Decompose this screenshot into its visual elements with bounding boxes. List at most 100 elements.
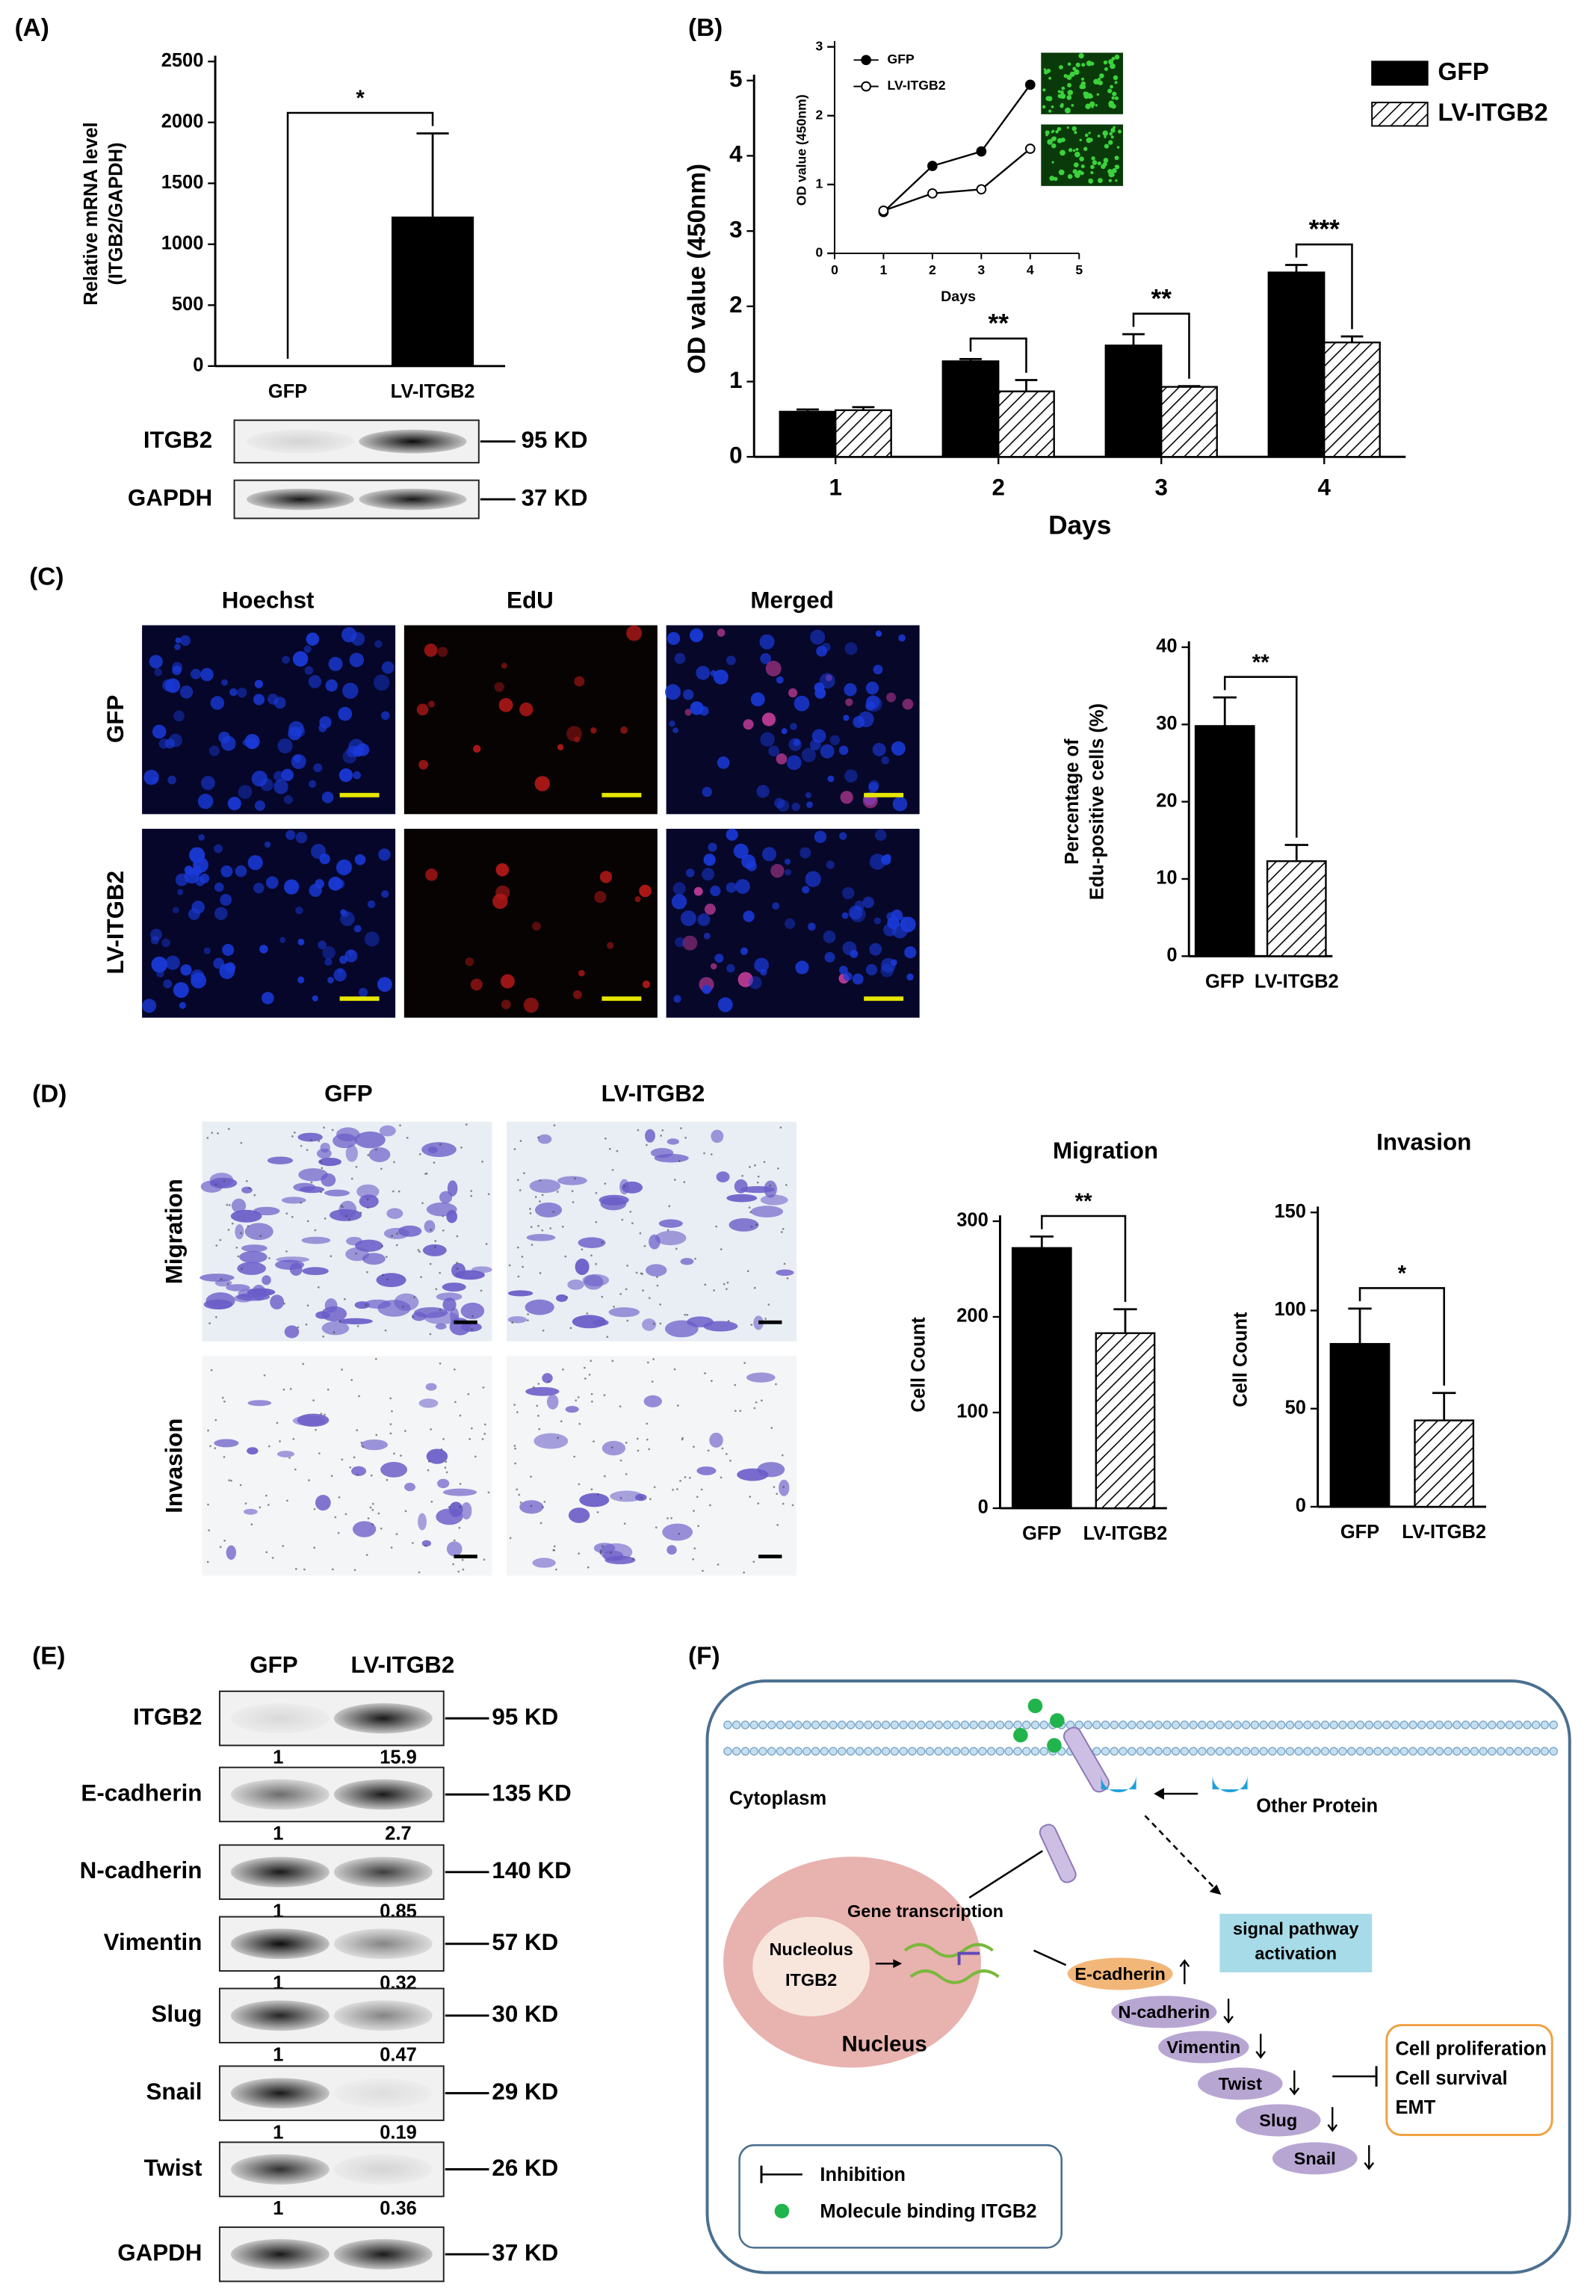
pore-dot — [439, 1143, 442, 1146]
cell-dot — [1090, 164, 1095, 170]
cell-dot — [1077, 170, 1083, 175]
blot-size: 140 KD — [492, 1857, 571, 1883]
pore-dot — [537, 1136, 539, 1139]
y-axis-label: OD value (450nm) — [684, 164, 711, 374]
lipid-head — [1171, 1721, 1181, 1729]
pore-dot — [623, 1185, 625, 1188]
y-tick-label: 1 — [816, 176, 823, 191]
nucleus-dot — [881, 756, 890, 765]
nucleus-dot — [214, 907, 228, 921]
stained-cell — [247, 1447, 259, 1455]
pore-dot — [529, 1212, 532, 1215]
band-ratio: 1 — [273, 2044, 283, 2065]
nucleus-dot — [303, 645, 312, 653]
stained-cell — [318, 1158, 342, 1166]
pore-dot — [324, 1218, 327, 1220]
stained-cell — [209, 1177, 238, 1189]
significance-label: * — [356, 86, 365, 111]
pore-dot — [791, 1504, 794, 1507]
pore-dot — [223, 1400, 226, 1403]
pore-dot — [632, 1558, 634, 1560]
pore-dot — [483, 1558, 486, 1561]
pore-dot — [720, 1476, 723, 1479]
y-axis-label: Cell Count — [908, 1317, 929, 1413]
pore-dot — [537, 1383, 540, 1385]
pore-dot — [700, 1488, 703, 1491]
lipid-head — [811, 1721, 820, 1729]
bar — [1095, 1332, 1156, 1510]
cell-dot — [1059, 65, 1063, 70]
pore-dot — [230, 1479, 232, 1482]
pore-dot — [782, 1502, 785, 1505]
pore-dot — [652, 1322, 655, 1325]
x-tick-label: GFP — [268, 381, 307, 402]
cell-dot — [1066, 75, 1072, 81]
bar — [392, 216, 474, 367]
y-tick-label: 5 — [729, 66, 742, 92]
pore-dot — [777, 1167, 779, 1170]
cell-dot — [1114, 54, 1120, 60]
pore-dot — [412, 1315, 415, 1318]
pore-dot — [208, 1529, 211, 1531]
lipid-head — [951, 1721, 961, 1729]
binding-molecule — [1013, 1727, 1028, 1743]
stained-cell — [345, 1144, 358, 1162]
cell-dot — [1097, 81, 1100, 85]
stained-cell — [302, 1267, 329, 1276]
panel-label: (D) — [32, 1080, 66, 1108]
pore-dot — [596, 1510, 599, 1513]
stained-cell — [267, 1156, 294, 1164]
lipid-head — [995, 1747, 1005, 1756]
pore-dot — [782, 1486, 785, 1488]
cell-dot — [1060, 102, 1064, 107]
lipid-head — [1523, 1747, 1532, 1756]
pore-dot — [286, 1499, 288, 1502]
blot-size: 57 KD — [492, 1929, 558, 1955]
other-protein — [1212, 1774, 1248, 1793]
nucleus-dot — [843, 972, 853, 981]
lipid-head — [1408, 1747, 1417, 1756]
nucleus-dot — [900, 916, 916, 933]
cell-dot — [1067, 173, 1073, 179]
nucleus-dot — [590, 727, 597, 734]
significance-bracket — [1041, 1215, 1127, 1302]
stained-cell — [750, 1206, 784, 1218]
lipid-head — [978, 1747, 987, 1756]
pore-dot — [578, 1483, 581, 1486]
pore-dot — [349, 1466, 352, 1469]
significance-label: ** — [1252, 650, 1269, 675]
stained-cell — [235, 1224, 244, 1240]
pore-dot — [707, 1449, 710, 1452]
pore-dot — [684, 1136, 687, 1139]
lipid-head — [820, 1747, 829, 1756]
nucleus-dot — [891, 741, 906, 756]
stained-cell — [354, 1131, 386, 1149]
stained-cell — [345, 1247, 369, 1262]
cell-dot — [1061, 86, 1065, 90]
nucleus-dot — [865, 701, 876, 711]
stained-cell — [776, 1269, 794, 1277]
bar — [1266, 860, 1327, 957]
lipid-head — [1338, 1721, 1347, 1729]
pore-dot — [721, 1447, 724, 1450]
cell-dot — [1071, 126, 1077, 132]
lipid-head — [995, 1721, 1005, 1729]
nucleus-dot — [760, 652, 771, 664]
outcome-label: EMT — [1396, 2097, 1436, 2118]
lipid-head — [1531, 1747, 1541, 1756]
lipid-head — [1382, 1721, 1391, 1729]
stained-cell — [332, 1133, 357, 1149]
nucleus-dot — [714, 954, 724, 963]
pore-dot — [769, 1184, 772, 1187]
pore-dot — [693, 1445, 695, 1448]
blot-label: N-cadherin — [80, 1857, 202, 1883]
pore-dot — [611, 1168, 614, 1171]
nucleus-dot — [156, 969, 164, 978]
pore-dot — [713, 1289, 716, 1292]
pore-dot — [608, 1147, 611, 1150]
pore-dot — [775, 1383, 777, 1386]
pore-dot — [743, 1571, 745, 1574]
lipid-head — [776, 1747, 785, 1756]
pore-dot — [575, 1399, 578, 1402]
nucleus-dot — [743, 910, 755, 922]
